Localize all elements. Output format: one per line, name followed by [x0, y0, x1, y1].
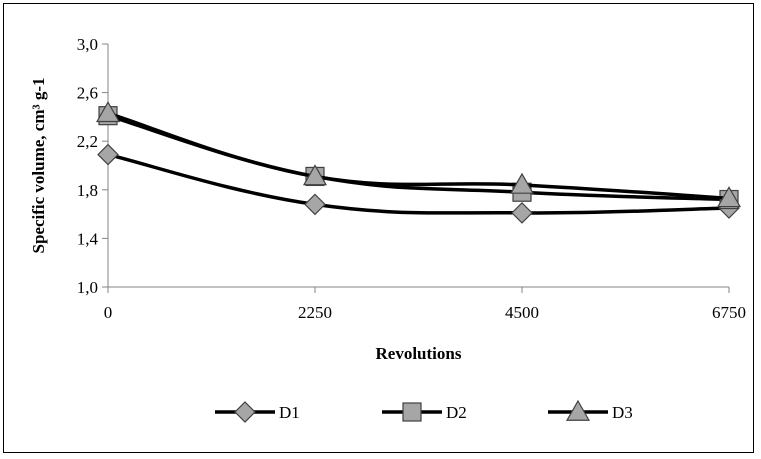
x-tick-label: 2250	[298, 303, 332, 322]
y-ticks: 1,0 1,4 1,8 2,2 2,6 3,0	[77, 35, 108, 297]
legend-marker	[565, 399, 591, 421]
y-tick-label: 1,8	[77, 181, 98, 200]
data-point-d3	[509, 172, 535, 194]
x-tick-label: 0	[104, 303, 113, 322]
x-axis-title: Revolutions	[376, 344, 462, 363]
y-tick-label: 2,6	[77, 84, 98, 103]
chart-frame	[3, 3, 754, 453]
legend-item-d1: D1	[215, 401, 300, 423]
y-tick-label: 1,0	[77, 278, 98, 297]
legend-label: D3	[612, 403, 633, 422]
data-point-d3	[302, 164, 328, 186]
legend-label: D1	[279, 403, 300, 422]
series-line-d1	[107, 152, 730, 215]
axes	[107, 44, 729, 288]
legend-marker	[402, 402, 422, 422]
data-point-d1	[304, 193, 326, 216]
data-point-d3	[716, 186, 742, 208]
legend-item-d2: D2	[382, 402, 467, 422]
series-d3	[95, 101, 742, 208]
x-tick-label: 4500	[505, 303, 539, 322]
data-point-d3	[95, 101, 121, 123]
y-tick-label: 1,4	[77, 229, 99, 248]
legend-marker	[234, 401, 256, 423]
series-line-d2	[107, 114, 730, 202]
legend-item-d3: D3	[548, 399, 633, 422]
series-line-d3	[107, 111, 730, 201]
x-ticks: 0 2250 4500 6750	[104, 287, 746, 322]
data-point-d1	[511, 202, 533, 224]
y-axis-title: Specific volume, cm³ g-1	[29, 77, 48, 253]
x-tick-label: 6750	[712, 303, 746, 322]
series-layer	[95, 101, 742, 224]
y-tick-label: 3,0	[77, 35, 98, 54]
y-tick-label: 2,2	[77, 132, 98, 151]
data-point-d1	[97, 143, 119, 166]
legend: D1 D2 D3	[215, 399, 633, 423]
legend-label: D2	[446, 403, 467, 422]
